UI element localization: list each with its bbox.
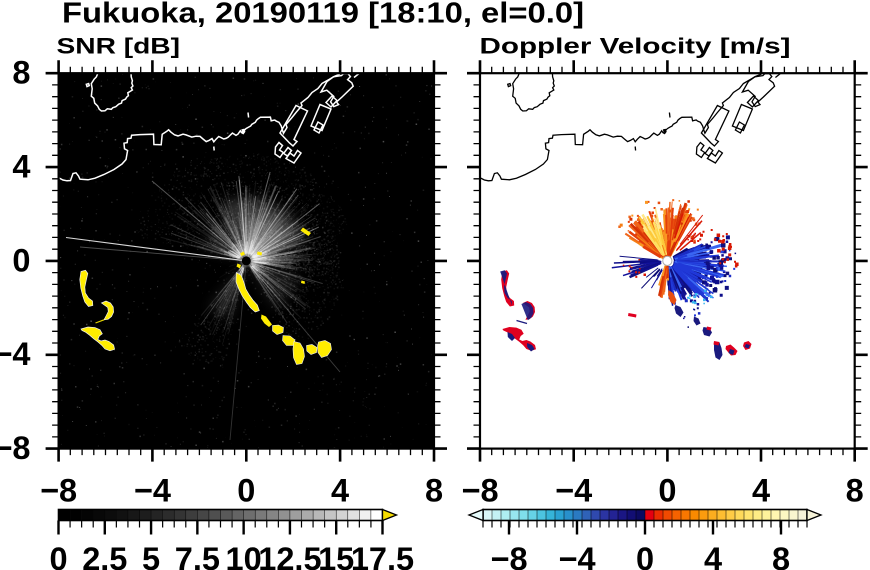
svg-text:−8: −8 xyxy=(40,473,77,509)
svg-text:−8: −8 xyxy=(490,541,527,570)
svg-text:8: 8 xyxy=(12,55,30,91)
svg-text:Fukuoka, 20190119 [18:10, el=0: Fukuoka, 20190119 [18:10, el=0.0] xyxy=(62,0,584,30)
svg-text:4: 4 xyxy=(331,473,349,509)
svg-text:SNR [dB]: SNR [dB] xyxy=(57,34,181,59)
svg-text:4: 4 xyxy=(752,473,770,509)
svg-text:10: 10 xyxy=(226,541,262,570)
svg-text:17.5: 17.5 xyxy=(351,541,414,570)
svg-text:0: 0 xyxy=(636,541,654,570)
svg-text:7.5: 7.5 xyxy=(175,541,220,570)
svg-text:0: 0 xyxy=(49,541,67,570)
svg-text:8: 8 xyxy=(425,473,443,509)
svg-text:4: 4 xyxy=(12,149,30,185)
svg-text:8: 8 xyxy=(846,473,864,509)
svg-text:4: 4 xyxy=(704,541,722,570)
svg-text:2.5: 2.5 xyxy=(82,541,127,570)
svg-text:−8: −8 xyxy=(461,473,498,509)
svg-text:0: 0 xyxy=(12,242,30,278)
svg-text:−4: −4 xyxy=(558,541,595,570)
svg-text:15: 15 xyxy=(318,541,354,570)
svg-text:5: 5 xyxy=(142,541,160,570)
svg-text:12.5: 12.5 xyxy=(258,541,321,570)
svg-text:0: 0 xyxy=(658,473,676,509)
svg-text:−4: −4 xyxy=(134,473,171,509)
svg-text:0: 0 xyxy=(237,473,255,509)
svg-text:Doppler Velocity [m/s]: Doppler Velocity [m/s] xyxy=(480,34,791,59)
svg-text:−4: −4 xyxy=(555,473,592,509)
svg-text:8: 8 xyxy=(772,541,790,570)
svg-text:−8: −8 xyxy=(0,430,31,466)
svg-text:−4: −4 xyxy=(0,336,31,372)
